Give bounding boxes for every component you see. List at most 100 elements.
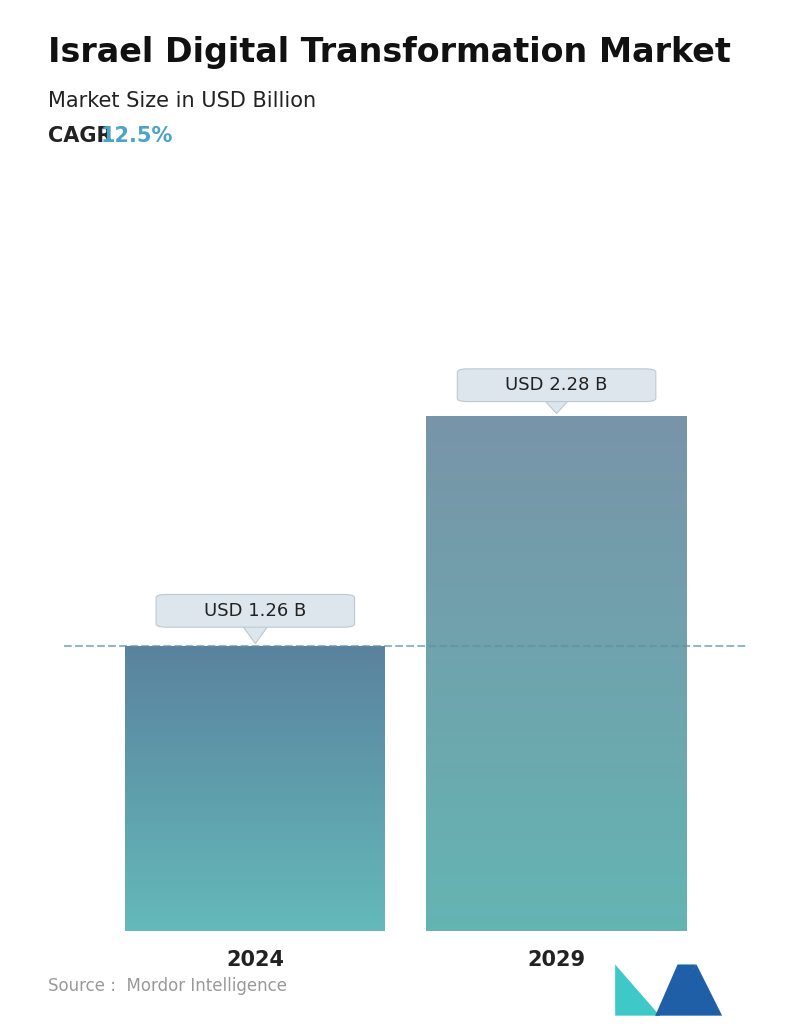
Bar xyxy=(125,650,385,652)
Bar xyxy=(125,917,385,918)
Bar xyxy=(125,781,385,782)
Bar xyxy=(427,592,687,595)
Bar xyxy=(125,792,385,793)
Bar xyxy=(125,840,385,841)
Bar xyxy=(427,863,687,865)
Bar xyxy=(125,817,385,818)
Bar xyxy=(427,666,687,668)
Bar xyxy=(125,691,385,692)
Bar xyxy=(125,830,385,832)
Bar xyxy=(427,762,687,764)
Bar xyxy=(125,698,385,699)
Polygon shape xyxy=(655,965,696,1015)
Bar xyxy=(427,731,687,733)
Bar xyxy=(125,900,385,902)
Bar xyxy=(427,770,687,772)
Bar xyxy=(125,908,385,910)
Bar xyxy=(427,838,687,840)
Bar xyxy=(125,762,385,764)
Bar xyxy=(125,913,385,914)
Bar xyxy=(427,447,687,449)
Bar xyxy=(427,608,687,610)
Bar xyxy=(427,575,687,577)
Bar xyxy=(427,434,687,436)
Bar xyxy=(427,455,687,457)
Bar xyxy=(125,771,385,772)
Bar xyxy=(427,851,687,853)
Bar xyxy=(427,900,687,902)
Bar xyxy=(125,911,385,913)
Bar xyxy=(427,467,687,469)
Bar xyxy=(125,790,385,791)
Bar xyxy=(125,699,385,700)
Bar xyxy=(125,720,385,721)
Bar xyxy=(427,429,687,431)
Bar xyxy=(125,819,385,821)
Bar xyxy=(427,840,687,842)
Bar xyxy=(125,804,385,805)
Bar xyxy=(125,732,385,733)
Bar xyxy=(125,714,385,716)
Bar xyxy=(427,469,687,472)
Bar xyxy=(427,820,687,823)
Bar xyxy=(125,736,385,737)
Bar xyxy=(427,926,687,929)
Bar xyxy=(427,527,687,529)
Bar xyxy=(125,763,385,765)
Bar xyxy=(427,911,687,913)
Bar xyxy=(125,888,385,890)
Bar xyxy=(125,839,385,840)
Bar xyxy=(427,574,687,576)
Bar xyxy=(125,667,385,668)
Bar xyxy=(125,681,385,682)
Bar xyxy=(125,862,385,863)
Bar xyxy=(125,851,385,852)
Bar xyxy=(125,891,385,892)
Bar xyxy=(427,795,687,797)
Bar xyxy=(427,923,687,925)
Bar xyxy=(427,426,687,428)
Bar xyxy=(125,658,385,659)
Bar xyxy=(427,603,687,605)
Bar xyxy=(125,676,385,677)
Bar xyxy=(427,470,687,473)
Bar xyxy=(427,689,687,691)
Bar xyxy=(125,850,385,851)
Bar xyxy=(427,640,687,642)
Bar xyxy=(427,464,687,466)
Bar xyxy=(125,743,385,744)
Bar xyxy=(125,672,385,674)
Bar xyxy=(427,489,687,492)
Bar xyxy=(427,898,687,900)
Bar xyxy=(427,800,687,802)
Bar xyxy=(427,790,687,792)
Bar xyxy=(125,828,385,829)
Bar xyxy=(427,695,687,697)
Bar xyxy=(427,561,687,564)
Bar xyxy=(125,895,385,896)
Bar xyxy=(125,833,385,834)
Bar xyxy=(125,750,385,751)
Bar xyxy=(427,580,687,582)
Bar xyxy=(125,758,385,759)
Bar xyxy=(125,649,385,651)
Bar xyxy=(125,663,385,665)
Bar xyxy=(125,909,385,911)
Bar xyxy=(427,830,687,832)
Bar xyxy=(125,785,385,787)
Bar xyxy=(125,742,385,743)
Bar xyxy=(125,853,385,855)
Bar xyxy=(125,770,385,771)
Bar xyxy=(427,759,687,761)
Bar xyxy=(427,776,687,778)
Bar xyxy=(125,872,385,873)
Bar xyxy=(427,515,687,517)
Bar xyxy=(427,743,687,746)
Bar xyxy=(427,812,687,814)
Bar xyxy=(427,671,687,673)
Bar xyxy=(125,670,385,671)
Polygon shape xyxy=(240,622,271,643)
Bar xyxy=(125,863,385,865)
Bar xyxy=(427,585,687,587)
Bar xyxy=(427,632,687,634)
